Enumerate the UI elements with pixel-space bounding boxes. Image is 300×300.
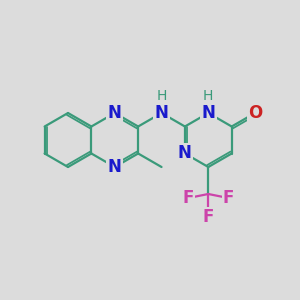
Text: F: F	[223, 189, 234, 207]
Text: N: N	[108, 104, 122, 122]
Text: N: N	[201, 104, 215, 122]
Text: F: F	[182, 189, 194, 207]
Text: N: N	[108, 158, 122, 176]
Text: N: N	[178, 145, 192, 163]
Text: N: N	[154, 104, 169, 122]
Text: H: H	[156, 89, 167, 103]
Text: O: O	[248, 104, 262, 122]
Text: H: H	[203, 89, 214, 103]
Text: F: F	[202, 208, 214, 226]
